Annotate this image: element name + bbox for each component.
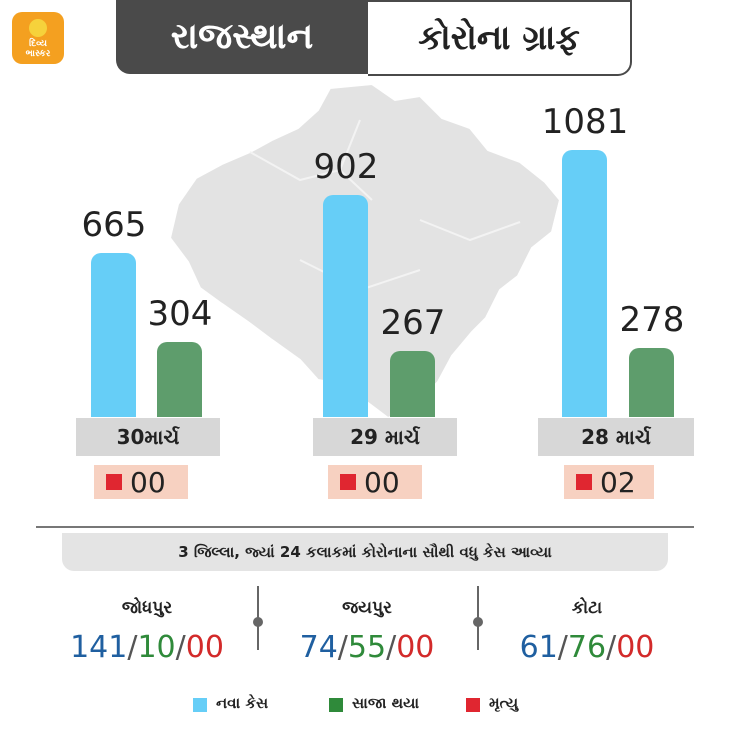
deaths-box: 00 bbox=[94, 465, 188, 499]
legend-swatch bbox=[329, 698, 343, 712]
legend-label: સાજા થયા bbox=[352, 694, 420, 712]
deaths-box: 00 bbox=[328, 465, 422, 499]
district-deaths: 00 bbox=[396, 630, 435, 665]
districts-caption: 3 જિલ્લા, જ્યાં 24 કલાકમાં કોરોનાના સૌથી… bbox=[62, 533, 668, 571]
stat-separator: / bbox=[606, 630, 617, 665]
recovered-bar bbox=[390, 351, 435, 417]
new-cases-value: 665 bbox=[81, 205, 147, 245]
legend-swatch bbox=[466, 698, 480, 712]
death-marker-icon bbox=[106, 474, 122, 490]
district-stats-line: 74/55/00 bbox=[262, 630, 472, 665]
new-cases-value: 1081 bbox=[541, 102, 629, 143]
district-name: જોધપુર bbox=[121, 598, 173, 618]
district-deaths: 00 bbox=[185, 630, 224, 665]
deaths-value: 00 bbox=[364, 465, 400, 499]
sun-icon bbox=[29, 19, 47, 37]
stat-separator: / bbox=[175, 630, 186, 665]
legend-swatch bbox=[193, 698, 207, 712]
chart-legend: નવા કેસ સાજા થયા મૃત્યુ bbox=[0, 690, 730, 720]
legend-label: નવા કેસ bbox=[216, 694, 269, 712]
district-recovered: 76 bbox=[567, 630, 607, 665]
separator-dot bbox=[473, 617, 483, 627]
date-label: 30માર્ચ bbox=[76, 418, 220, 456]
recovered-value: 267 bbox=[380, 303, 446, 344]
new-cases-bar bbox=[562, 150, 607, 417]
deaths-value: 00 bbox=[130, 465, 166, 499]
new-cases-value: 902 bbox=[313, 146, 379, 187]
district-stats: જોધપુર 141/10/00 જયપુર 74/55/00 કોટા 61/76/00 bbox=[0, 586, 730, 670]
stat-separator: / bbox=[386, 630, 397, 665]
brand-logo: દિવ્ય ભાસ્કર bbox=[12, 12, 64, 64]
new-cases-bar bbox=[91, 253, 136, 417]
deaths-box: 02 bbox=[564, 465, 654, 499]
date-label: 29 માર્ચ bbox=[313, 418, 457, 456]
section-divider bbox=[36, 526, 694, 528]
stat-separator: / bbox=[127, 630, 138, 665]
date-label: 28 માર્ચ bbox=[538, 418, 694, 456]
logo-text-line1: દિવ્ય bbox=[29, 39, 47, 49]
deaths-value: 02 bbox=[600, 465, 636, 499]
district-name: જયપુર bbox=[342, 598, 392, 618]
recovered-value: 278 bbox=[619, 300, 685, 341]
stat-separator: / bbox=[557, 630, 568, 665]
district-new-cases: 61 bbox=[519, 630, 558, 665]
death-marker-icon bbox=[576, 474, 592, 490]
page-title: કોરોના ગ્રાફ bbox=[368, 0, 632, 76]
district-stats-line: 141/10/00 bbox=[42, 630, 252, 665]
district-new-cases: 141 bbox=[70, 630, 128, 665]
death-marker-icon bbox=[340, 474, 356, 490]
district-recovered: 10 bbox=[137, 630, 176, 665]
district-new-cases: 74 bbox=[299, 630, 338, 665]
cases-bar-chart: 665 304 30માર્ચ 00 902 267 29 માર્ચ 00 1081 278 28… bbox=[76, 102, 694, 499]
recovered-bar bbox=[157, 342, 202, 417]
separator-dot bbox=[253, 617, 263, 627]
district-name: કોટા bbox=[571, 598, 603, 618]
stat-separator: / bbox=[337, 630, 348, 665]
region-title: રાજસ્થાન bbox=[116, 0, 368, 74]
logo-text-line2: ભાસ્કર bbox=[25, 49, 51, 59]
district-recovered: 55 bbox=[347, 630, 387, 665]
recovered-bar bbox=[629, 348, 674, 417]
legend-label: મૃત્યુ bbox=[489, 694, 519, 712]
new-cases-bar bbox=[323, 194, 368, 417]
recovered-value: 304 bbox=[147, 294, 213, 335]
district-deaths: 00 bbox=[616, 630, 655, 665]
district-stats-line: 61/76/00 bbox=[482, 630, 692, 665]
